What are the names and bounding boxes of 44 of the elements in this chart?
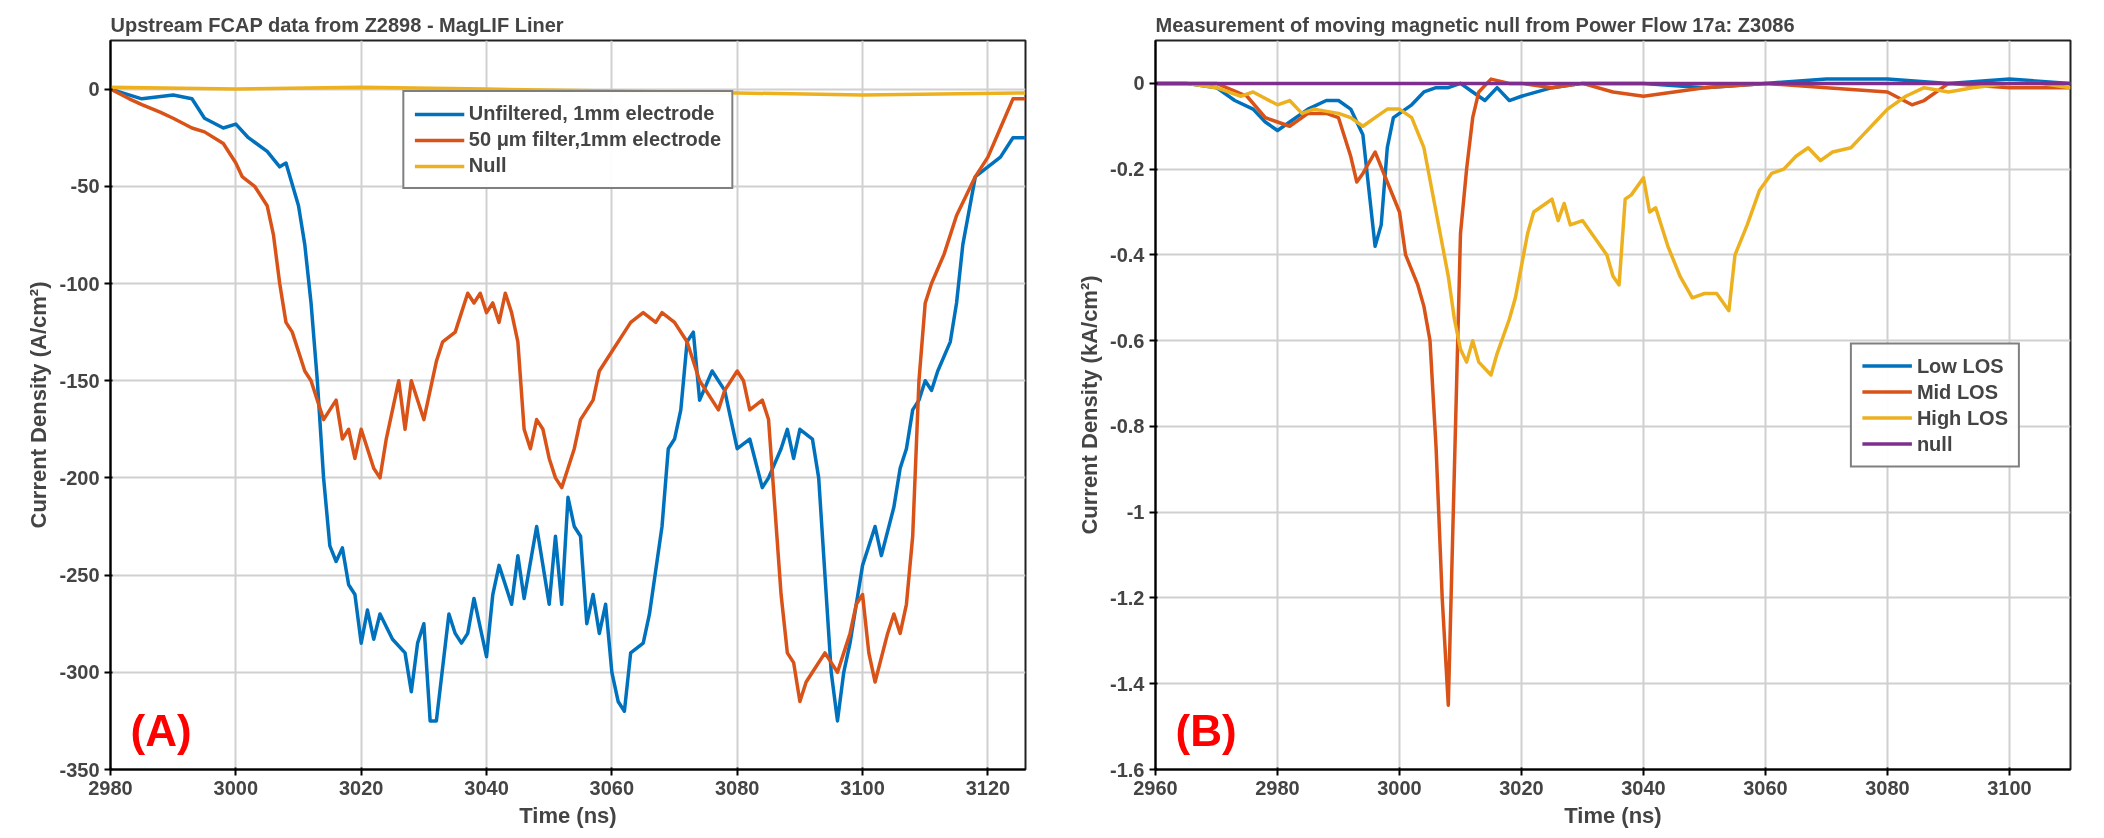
y-tick-label: -0.4: [1110, 243, 1146, 266]
x-tick-label: 3100: [840, 776, 885, 799]
legend-label: 50 μm filter,1mm electrode: [468, 128, 722, 151]
x-tick-label: 3120: [965, 776, 1011, 799]
x-tick-label: 3060: [1743, 776, 1788, 799]
legend-label: Mid LOS: [1916, 380, 1998, 403]
y-tick-label: -150: [59, 369, 100, 392]
y-tick-label: -1.2: [1110, 586, 1145, 609]
y-tick-label: -0.8: [1110, 415, 1145, 438]
x-axis-title: Time (ns): [519, 802, 617, 828]
y-tick-label: -200: [59, 466, 100, 489]
y-tick-label: -50: [70, 175, 100, 198]
legend-label: null: [1916, 432, 1953, 455]
x-tick-label: 3100: [1987, 776, 2032, 799]
y-tick-label: -0.2: [1110, 158, 1145, 181]
y-tick-label: 0: [1133, 72, 1145, 95]
y-tick-label: 0: [88, 78, 100, 101]
x-tick-label: 3060: [589, 776, 635, 799]
annotation: (B): [1175, 705, 1237, 755]
y-axis-title: Current Density (A/cm²): [26, 281, 52, 529]
x-axis-title: Time (ns): [1564, 802, 1662, 828]
x-tick-label: 3040: [464, 776, 509, 799]
chart-title: Measurement of moving magnetic null from Power Flow 17a: Z3086: [1155, 13, 1795, 36]
y-tick-label: -100: [59, 272, 100, 295]
chart-title: Upstream FCAP data from Z2898 - MagLIF Liner: [110, 13, 564, 36]
x-tick-label: 3080: [1865, 776, 1910, 799]
y-tick-label: -1: [1126, 501, 1145, 524]
y-tick-label: -1.4: [1110, 672, 1146, 695]
x-tick-label: 3000: [213, 776, 259, 799]
x-tick-label: 3000: [1377, 776, 1422, 799]
annotation: (A): [130, 705, 192, 755]
y-tick-label: -0.6: [1110, 329, 1145, 352]
x-tick-label: 3020: [338, 776, 384, 799]
legend-label: High LOS: [1916, 406, 2008, 429]
y-tick-label: -250: [59, 564, 100, 587]
legend-label: Low LOS: [1916, 354, 2004, 377]
y-tick-label: -300: [59, 661, 100, 684]
legend-label: Null: [468, 154, 507, 177]
x-tick-label: 3020: [1499, 776, 1544, 799]
x-tick-label: 3080: [714, 776, 760, 799]
y-axis-title: Current Density (kA/cm²): [1077, 275, 1103, 535]
x-tick-label: 3040: [1621, 776, 1666, 799]
legend-label: Unfiltered, 1mm electrode: [468, 102, 715, 125]
x-tick-label: 2980: [1255, 776, 1300, 799]
